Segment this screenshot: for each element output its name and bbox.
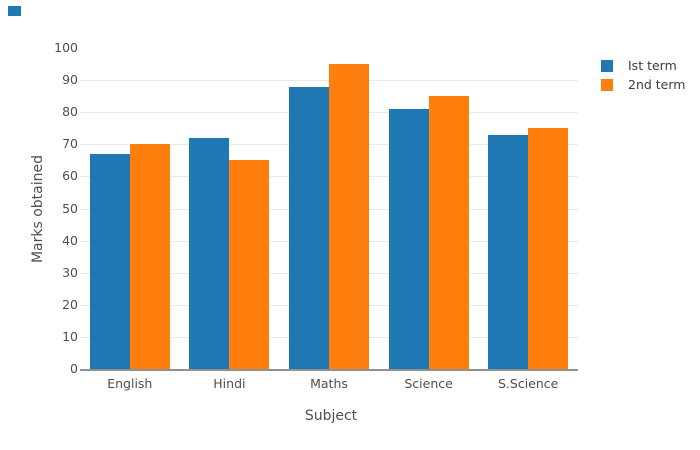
y-tick-label-40: 40 bbox=[62, 232, 78, 248]
x-axis-line bbox=[80, 369, 578, 371]
bar-ist-term-hindi bbox=[189, 137, 230, 369]
y-tick-label-50: 50 bbox=[62, 200, 78, 216]
y-tick-label-100: 100 bbox=[54, 40, 78, 56]
y-tick-label-0: 0 bbox=[70, 361, 78, 376]
legend-label-2nd-term: 2nd term bbox=[628, 77, 686, 92]
y-tick-label-30: 30 bbox=[62, 264, 78, 280]
legend-swatch-ist-term bbox=[601, 59, 613, 72]
x-tick-label-hindi: Hindi bbox=[213, 376, 246, 391]
legend-item-2nd-term[interactable]: 2nd term bbox=[601, 75, 685, 94]
y-tick-label-60: 60 bbox=[62, 168, 78, 184]
stray-blue-square bbox=[8, 6, 21, 16]
legend-label-ist-term: Ist term bbox=[628, 58, 677, 73]
legend: Ist term 2nd term bbox=[601, 56, 685, 94]
legend-swatch-2nd-term bbox=[601, 78, 613, 91]
x-tick-label-english: English bbox=[107, 376, 153, 391]
x-tick-label-maths: Maths bbox=[310, 376, 348, 391]
y-tick-label-90: 90 bbox=[62, 72, 78, 88]
y-tick-label-10: 10 bbox=[62, 328, 78, 344]
y-tick-label-20: 20 bbox=[62, 296, 78, 312]
bar-ist-term-s-science bbox=[488, 134, 529, 369]
bar-2nd-term-english bbox=[129, 144, 170, 369]
plot-area bbox=[80, 33, 578, 370]
y-tick-label-70: 70 bbox=[62, 136, 78, 152]
bar-ist-term-maths bbox=[289, 86, 329, 369]
bar-2nd-term-maths bbox=[329, 64, 369, 369]
y-tick-label-80: 80 bbox=[62, 104, 78, 120]
x-tick-label-s-science: S.Science bbox=[498, 376, 559, 391]
bar-2nd-term-hindi bbox=[229, 160, 270, 369]
x-tick-label-science: Science bbox=[404, 376, 453, 391]
bar-2nd-term-science bbox=[428, 96, 469, 369]
bar-ist-term-science bbox=[388, 109, 429, 369]
bar-ist-term-english bbox=[89, 153, 130, 369]
x-axis-title: Subject bbox=[304, 408, 358, 424]
bar-2nd-term-s-science bbox=[528, 128, 569, 369]
legend-item-ist-term[interactable]: Ist term bbox=[601, 56, 685, 75]
